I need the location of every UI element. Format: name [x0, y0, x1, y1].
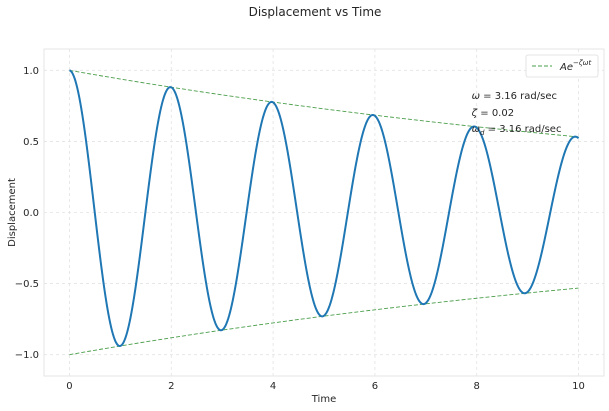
legend-box [525, 54, 599, 78]
x-axis-label: Time [311, 394, 336, 405]
parameter-annotation: ω = 3.16 rad/sec ζ = 0.02 ωd = 3.16 rad/… [471, 91, 562, 137]
y-tick-label: −1.0 [15, 350, 39, 361]
chart-title: Displacement vs Time [249, 5, 382, 19]
x-tick-label: 8 [474, 381, 480, 392]
annotation-omega: ω = 3.16 rad/sec [472, 91, 557, 102]
y-tick-label: 0.0 [23, 208, 39, 219]
x-tick-label: 4 [270, 381, 276, 392]
y-tick-label: −0.5 [15, 279, 39, 290]
annotation-zeta: ζ = 0.02 [471, 108, 514, 119]
envelope-lower-line [69, 287, 579, 356]
y-axis: −1.0 −0.5 0.0 0.5 1.0 [15, 66, 39, 361]
x-tick-label: 2 [168, 381, 174, 392]
envelope-upper-line [69, 69, 579, 138]
legend-label-superscript: −ζωt [573, 59, 592, 67]
annotation-omega-d: ωd = 3.16 rad/sec [472, 124, 562, 137]
x-tick-label: 0 [66, 381, 72, 392]
legend-label-main: Ae [559, 62, 573, 73]
x-axis: 0 2 4 6 8 10 [66, 381, 585, 392]
displacement-line [69, 69, 580, 348]
legend: Ae−ζωt [525, 54, 599, 78]
series-layer [69, 69, 580, 356]
plot-area [43, 48, 605, 377]
x-tick-label: 10 [572, 381, 585, 392]
y-axis-label: Displacement [7, 178, 18, 247]
legend-envelope-label: Ae−ζωt [559, 59, 592, 73]
plot-frame [43, 48, 605, 377]
x-tick-label: 6 [372, 381, 378, 392]
y-tick-label: 0.5 [23, 137, 39, 148]
y-tick-label: 1.0 [23, 66, 39, 77]
